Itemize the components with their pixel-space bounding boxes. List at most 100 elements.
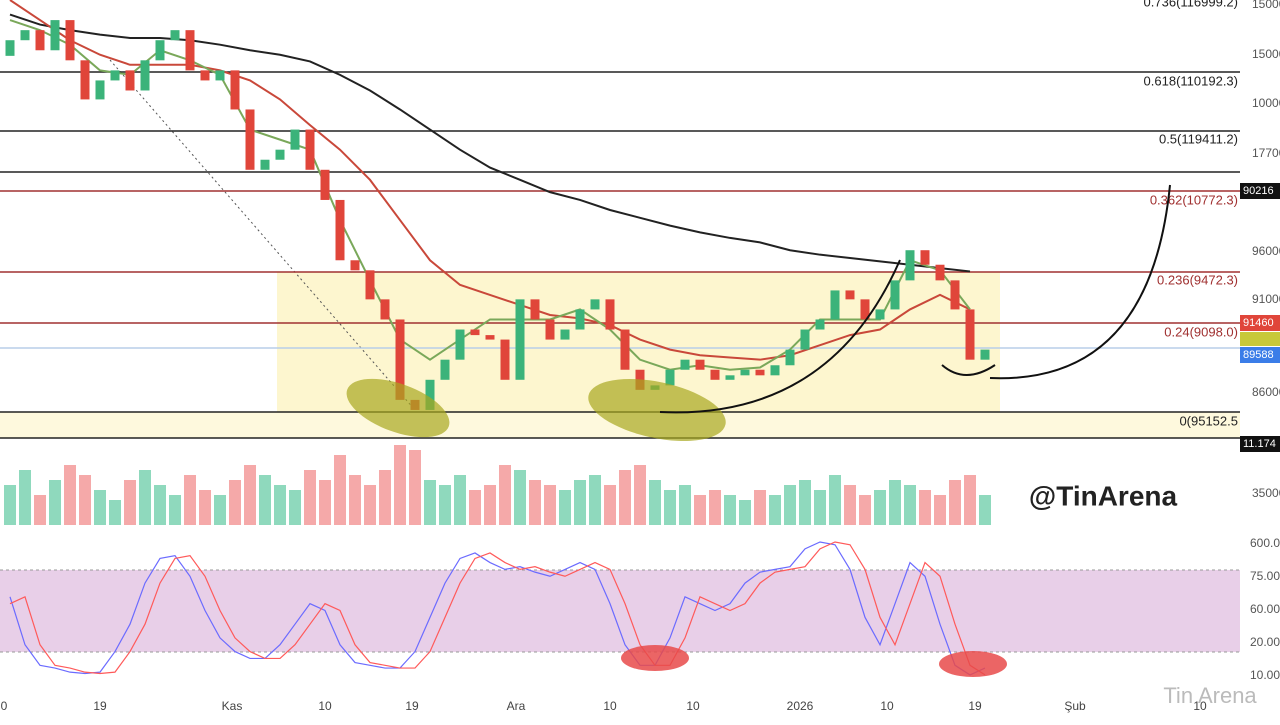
volume-bar (439, 485, 451, 525)
candle (5, 40, 15, 56)
candle (590, 299, 600, 310)
fib-label: 0.736(116999.2) (1144, 0, 1238, 9)
volume-bar (784, 485, 796, 525)
candle (905, 250, 915, 281)
watermark: @TinArena (1029, 480, 1178, 511)
candle (890, 280, 900, 310)
volume-bar (454, 475, 466, 525)
x-label: 2026 (787, 699, 814, 713)
candle (350, 260, 360, 271)
moving-average (9, 13, 971, 273)
candle (80, 60, 90, 100)
volume-bar (739, 500, 751, 525)
candle (680, 359, 690, 370)
volume-bar (319, 480, 331, 525)
volume-bar (514, 470, 526, 525)
price-tag-bg (1240, 315, 1280, 331)
arc (659, 259, 901, 414)
candle (140, 60, 150, 91)
volume-bar (724, 495, 736, 525)
volume-bar (664, 490, 676, 525)
highlight (588, 378, 726, 442)
x-label: 10 (603, 699, 617, 713)
moving-average (9, 0, 971, 361)
volume-bar (244, 465, 256, 525)
volume-bar (979, 495, 991, 525)
candle (920, 250, 930, 265)
candle (515, 299, 525, 380)
volume-bar (364, 485, 376, 525)
volume-bar (124, 480, 136, 525)
stoch-band (0, 570, 1240, 652)
candle (665, 369, 675, 386)
candle (560, 329, 570, 340)
volume-bar (904, 485, 916, 525)
candle (440, 359, 450, 380)
price-label: 15000 (1252, 47, 1280, 61)
x-label: 10 (318, 699, 332, 713)
stoch-line (9, 541, 986, 676)
highlight (621, 645, 689, 671)
candle (755, 369, 765, 376)
volume-bar (889, 480, 901, 525)
price-tag: 11.174 (1243, 438, 1276, 450)
candle (365, 270, 375, 300)
candle (770, 365, 780, 376)
volume-bar (604, 485, 616, 525)
volume-bar (679, 485, 691, 525)
volume-bar (829, 475, 841, 525)
candle (620, 329, 630, 370)
x-label: 0 (1, 699, 8, 713)
volume-bar (334, 455, 346, 525)
price-tag-bg (1240, 436, 1280, 452)
volume-bar (499, 465, 511, 525)
x-label: 10 (880, 699, 894, 713)
volume-bar (859, 495, 871, 525)
x-label: Şub (1064, 699, 1086, 713)
candle (425, 379, 435, 410)
candle (935, 264, 945, 281)
price-tag: 90216 (1243, 185, 1274, 197)
fib-label: 0.618(110192.3) (1144, 73, 1238, 88)
volume-bar (349, 475, 361, 525)
volume-bar (934, 495, 946, 525)
highlight (939, 651, 1007, 677)
x-label: 10 (686, 699, 700, 713)
candle (185, 30, 195, 71)
candle (965, 309, 975, 360)
candle (245, 109, 255, 170)
candle (740, 369, 750, 376)
price-label: 17700 (1252, 146, 1280, 160)
price-tag: 89588 (1243, 349, 1274, 361)
candle (170, 30, 180, 41)
stoch-label: 60.00 (1250, 602, 1280, 616)
volume-bar (214, 495, 226, 525)
price-label: 15000 (1252, 0, 1280, 11)
volume-bar (619, 470, 631, 525)
candle (455, 329, 465, 360)
stoch-line (9, 541, 986, 676)
fib-label: 0.362(10772.3) (1150, 192, 1238, 207)
volume-bar (49, 480, 61, 525)
candle (65, 20, 75, 61)
volume-bar (844, 485, 856, 525)
arc (989, 184, 1171, 380)
candle (605, 299, 615, 330)
price-label: 96000 (1252, 244, 1280, 258)
volume-bar (169, 495, 181, 525)
x-label: 19 (93, 699, 107, 713)
candle (800, 329, 810, 350)
fib-label: 0.236(9472.3) (1157, 272, 1238, 287)
volume-bar (559, 490, 571, 525)
price-label: 10000 (1252, 96, 1280, 110)
volume-bar (529, 480, 541, 525)
price-tag-bg (1240, 183, 1280, 199)
candle (155, 40, 165, 61)
candle (575, 309, 585, 330)
volume-bar (469, 490, 481, 525)
candle (470, 329, 480, 336)
marks (4, 0, 991, 676)
moving-average (9, 19, 971, 371)
